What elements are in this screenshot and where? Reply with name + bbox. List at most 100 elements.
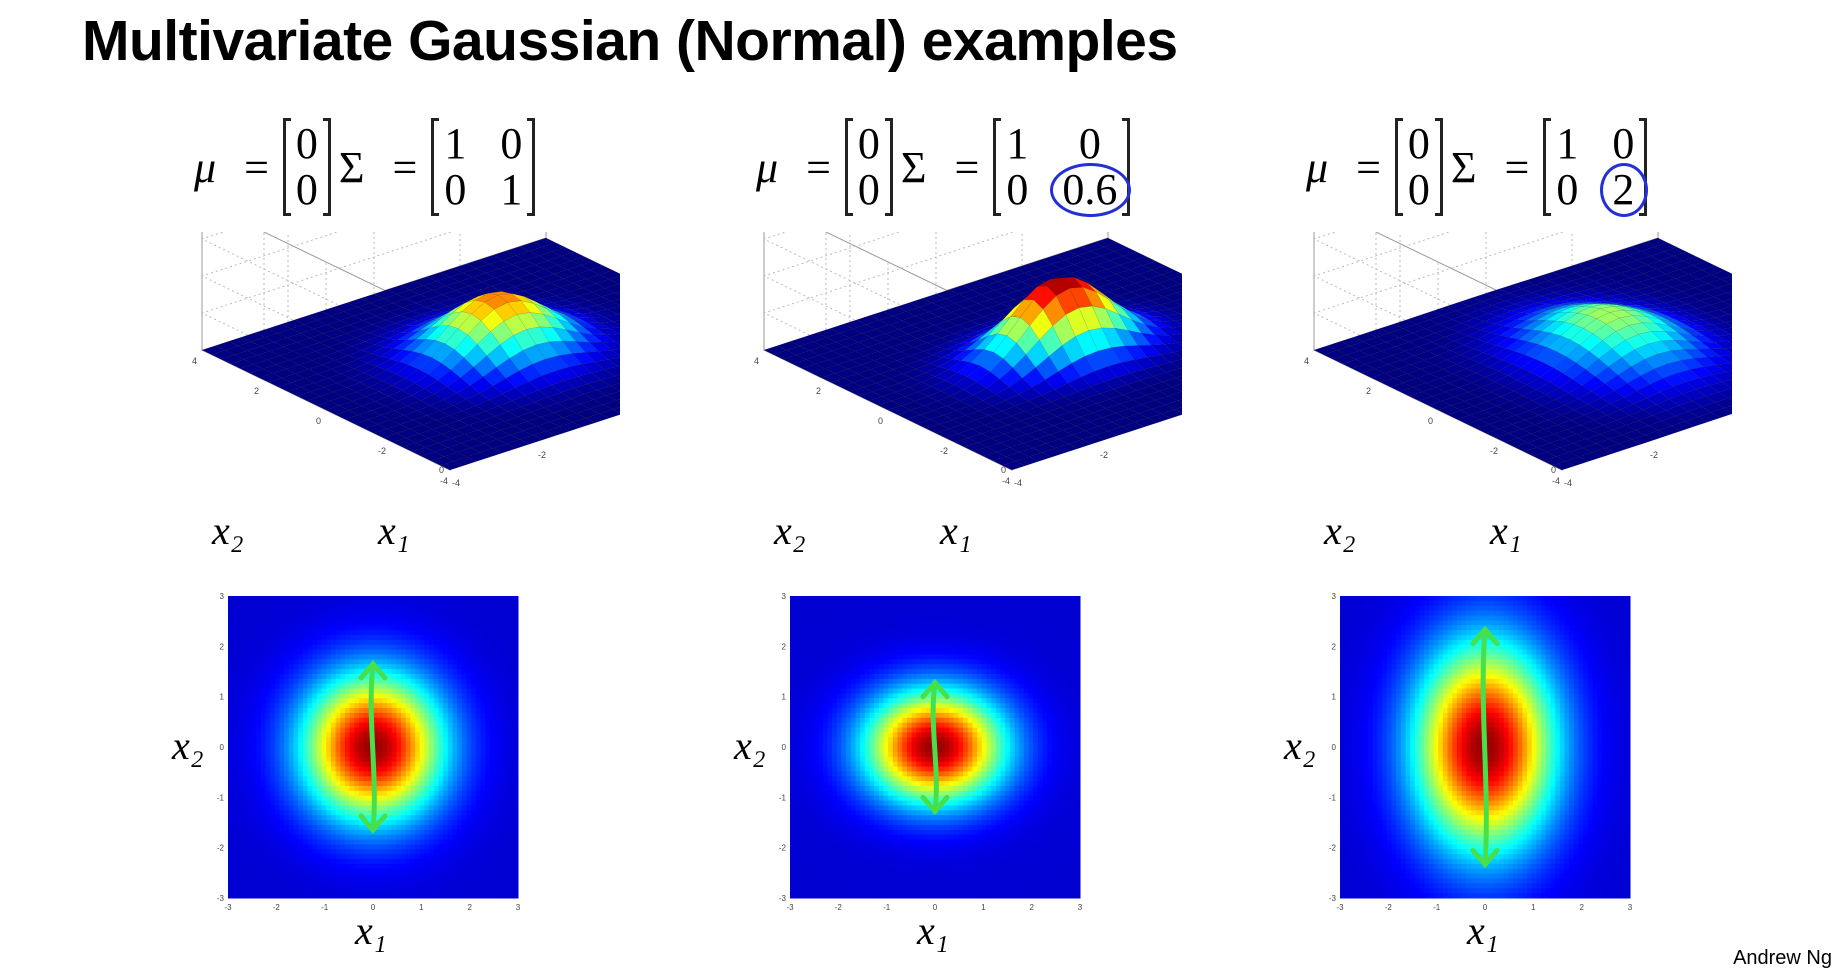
heatmap-cell <box>293 649 299 655</box>
heatmap-cell <box>368 859 374 865</box>
heatmap-cell <box>396 878 402 884</box>
heatmap-cell <box>284 781 290 787</box>
heatmap-cell <box>274 630 280 636</box>
heatmap-cell <box>410 742 416 748</box>
heatmap-cell <box>415 883 421 889</box>
heatmap-cell <box>316 625 323 631</box>
heatmap-cell <box>251 596 257 602</box>
heatmap-cell <box>410 849 416 855</box>
heatmap-cell <box>349 781 355 787</box>
heatmap-cell <box>480 829 486 836</box>
heatmap-cell <box>438 839 444 845</box>
heatmap-cell <box>433 893 439 899</box>
heatmap-cell <box>508 859 514 865</box>
heatmap-cell <box>424 649 430 655</box>
heatmap-cell <box>260 771 266 777</box>
heatmap-cell <box>326 659 332 665</box>
heatmap-cell <box>335 824 341 831</box>
heatmap-cell <box>489 634 496 641</box>
heatmap-cell <box>489 703 496 709</box>
heatmap-cell <box>377 639 383 646</box>
heatmap-cell <box>237 800 243 806</box>
heatmap-cell <box>377 800 383 806</box>
heatmap-cell <box>499 834 505 841</box>
heatmap-cell <box>401 834 407 841</box>
heatmap-cell <box>256 727 262 733</box>
heatmap-cell <box>377 610 383 616</box>
heatmap-cell <box>302 873 309 880</box>
heatmap-cell <box>424 863 430 870</box>
heatmap-cell <box>499 873 505 880</box>
heatmap-cell <box>475 712 482 719</box>
heatmap-cell <box>321 824 327 831</box>
heatmap-cell <box>401 673 407 680</box>
heatmap-cell <box>302 771 309 777</box>
heatmap-cell <box>344 820 351 826</box>
heatmap-cell <box>242 878 248 884</box>
heatmap-cell <box>494 883 500 889</box>
heatmap-cell <box>228 737 234 743</box>
heatmap-cell <box>461 868 468 875</box>
heatmap-cell <box>508 815 514 821</box>
heatmap-cell <box>344 669 351 675</box>
heatmap-cell <box>405 795 411 802</box>
heatmap-cell <box>298 634 304 641</box>
heatmap-cell <box>288 615 294 621</box>
heatmap-cell <box>344 610 351 616</box>
heatmap-cell <box>293 800 299 806</box>
heatmap-cell <box>471 727 477 733</box>
heatmap-cell <box>358 854 365 860</box>
heatmap-cell <box>237 605 243 612</box>
x2-tick-label: 4 <box>192 356 197 366</box>
heatmap-cell <box>237 615 243 621</box>
heatmap-cell <box>246 654 252 660</box>
heatmap-cell <box>508 771 514 777</box>
heatmap-cell <box>429 771 435 777</box>
heatmap-cell <box>256 693 262 699</box>
heatmap-cell <box>494 620 500 626</box>
heatmap-cell <box>471 815 477 821</box>
heatmap-cell <box>489 747 496 753</box>
heatmap-cell <box>256 844 262 850</box>
heatmap-cell <box>340 639 346 646</box>
heatmap-cell <box>466 805 472 811</box>
heatmap-cell <box>405 649 411 655</box>
heatmap-cell <box>349 673 355 680</box>
heatmap-cell <box>368 644 374 651</box>
heatmap-cell <box>424 664 430 670</box>
heatmap-cell <box>288 664 294 670</box>
heatmap-cell <box>307 634 313 641</box>
heatmap-cell <box>508 722 514 729</box>
heatmap-cell <box>396 732 402 738</box>
heatmap-cell <box>382 893 388 899</box>
heatmap-cell <box>508 766 514 772</box>
heatmap-cell <box>485 849 491 855</box>
heatmap-cell <box>494 693 500 699</box>
heatmap-cell <box>242 649 248 655</box>
heatmap-cell <box>251 644 257 651</box>
heatmap-cell <box>358 683 365 690</box>
heatmap-cell <box>279 829 285 836</box>
heatmap-cell <box>377 596 383 602</box>
heatmap-cell <box>326 849 332 855</box>
heatmap-cell <box>480 649 486 655</box>
surface-patch <box>1168 305 1182 314</box>
heatmap-cell <box>410 669 416 675</box>
heatmap-cell <box>298 600 304 607</box>
heatmap-cell <box>457 868 463 875</box>
heatmap-cell <box>447 834 454 841</box>
heatmap-cell <box>443 673 449 680</box>
heatmap-cell <box>391 615 397 621</box>
heatmap-cell <box>513 839 519 845</box>
heatmap-cell <box>513 785 519 792</box>
heatmap-cell <box>410 834 416 841</box>
heatmap-cell <box>358 781 365 787</box>
heatmap-cell <box>326 722 332 729</box>
heatmap-cell <box>405 688 411 694</box>
heatmap-cell <box>485 893 491 899</box>
heatmap-cell <box>405 766 411 772</box>
heatmap-cell <box>494 839 500 845</box>
heatmap-cell <box>485 805 491 811</box>
heatmap-cell <box>340 888 346 894</box>
heatmap-cell <box>475 800 482 806</box>
